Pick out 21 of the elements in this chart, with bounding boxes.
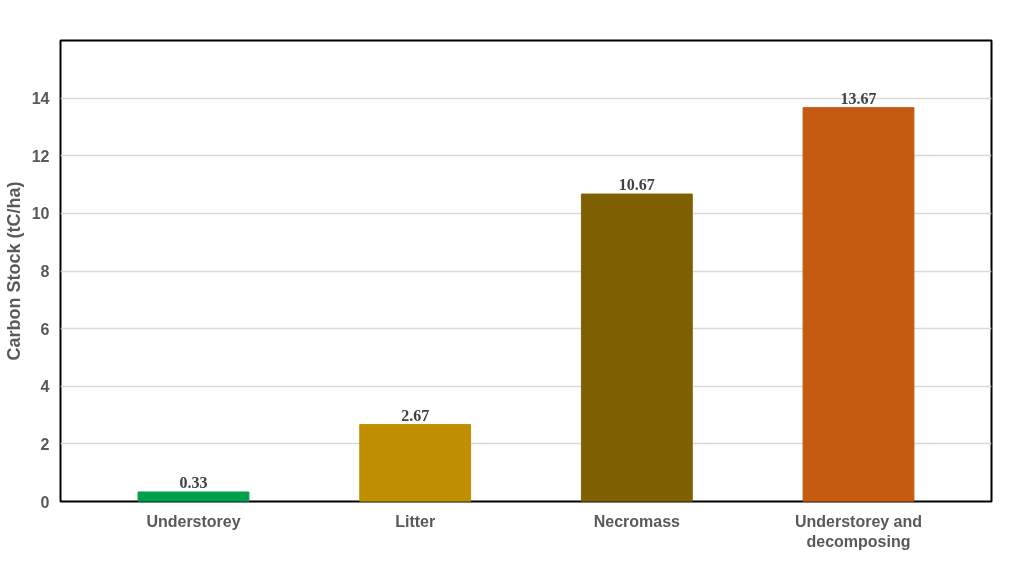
y-tick-label: 10 [31,205,50,223]
bar [359,424,472,502]
bar [802,107,915,502]
y-tick-label: 8 [40,263,50,280]
y-tick-label: 6 [40,320,50,338]
data-label: 2.67 [401,406,430,424]
y-tick-label: 0 [40,493,50,511]
y-tick-label: 14 [31,90,50,108]
x-tick-label: Litter [395,512,436,530]
x-tick-label: Necromass [593,512,681,530]
bar [580,193,693,502]
y-tick-label: 12 [31,147,50,165]
y-axis-title: Carbon Stock (tC/ha) [3,181,24,361]
x-tick-label: Understorey and decomposing [794,512,923,550]
data-label: 0.33 [179,473,208,491]
x-tick-label: Understorey [146,512,241,530]
y-tick-label: 2 [40,435,50,453]
y-tick-label: 4 [40,378,50,396]
bar [137,491,250,502]
data-label: 10.67 [618,176,655,194]
data-label: 13.67 [840,89,877,107]
